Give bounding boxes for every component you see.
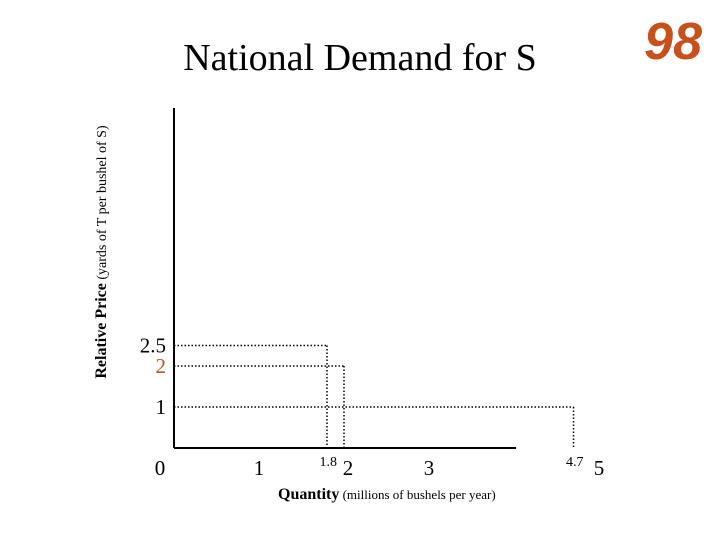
x-tick-label-3: 2 [343, 456, 354, 480]
x-tick-label-0: 0 [155, 456, 166, 480]
chart-title: National Demand for S [183, 37, 537, 79]
x-tick-label-2: 1.8 [320, 455, 338, 470]
x-tick-label-5: 4.7 [566, 455, 584, 470]
x-tick-labels: 0 1 1.8 2 3 4.7 5 [155, 455, 605, 480]
y-tick-label-2: 2.5 [140, 334, 166, 358]
y-tick-labels: 122.5 [140, 334, 166, 420]
x-tick-label-1: 1 [254, 456, 265, 480]
page-number: 98 [644, 13, 702, 71]
x-tick-label-4: 3 [424, 456, 435, 480]
x-axis-label: Quantity (millions of bushels per year) [278, 486, 496, 504]
y-tick-label-1: 2 [156, 354, 167, 378]
x-tick-label-6: 5 [594, 456, 605, 480]
guide-lines [174, 344, 575, 448]
x-axis-label-main: Quantity [278, 486, 340, 503]
y-tick-label-0: 1 [156, 395, 167, 419]
x-axis-label-sub: (millions of bushels per year) [342, 487, 496, 502]
